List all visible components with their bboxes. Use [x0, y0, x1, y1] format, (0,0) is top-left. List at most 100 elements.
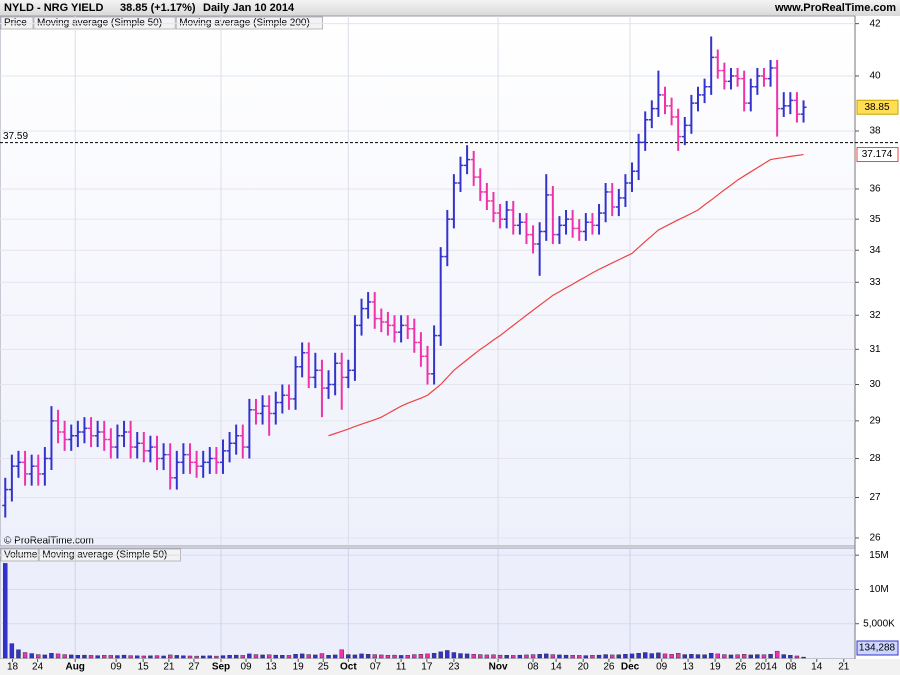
volume-bar	[108, 655, 114, 659]
x-tick-label: 21	[838, 662, 850, 673]
x-tick-label: 09	[111, 662, 123, 673]
x-tick-label: Dec	[621, 662, 640, 673]
x-tick-label: 08	[785, 662, 797, 673]
volume-bar	[550, 654, 556, 659]
volume-bar	[748, 654, 753, 659]
volume-bar	[478, 654, 483, 659]
x-tick-label: 21	[163, 662, 175, 673]
volume-bar	[629, 653, 635, 659]
volume-bar	[577, 655, 582, 659]
y-tick-label: 34	[869, 245, 881, 256]
volume-bar	[154, 655, 160, 659]
volume-bar	[524, 654, 529, 659]
volume-bar	[359, 653, 364, 659]
volume-bar	[352, 654, 358, 659]
volume-bar	[471, 654, 476, 659]
volume-bar	[656, 652, 661, 659]
y-tick-label: 26	[869, 533, 881, 544]
x-tick-label: Aug	[65, 662, 84, 673]
volume-bar	[102, 655, 107, 659]
volume-bar	[16, 649, 21, 659]
y-tick-label: 28	[869, 453, 881, 464]
volume-panel	[0, 547, 856, 660]
volume-bar	[497, 654, 503, 659]
y-tick-label: 31	[869, 344, 881, 355]
volume-bar	[9, 643, 15, 659]
volume-bar	[438, 651, 443, 659]
x-tick-label: 07	[370, 662, 382, 673]
legend-box	[33, 16, 176, 30]
volume-bar	[214, 655, 219, 659]
volume-bar	[372, 654, 377, 659]
volume-bar	[293, 654, 298, 659]
volume-bar	[313, 654, 318, 659]
volume-bar	[326, 655, 331, 659]
volume-bar	[3, 563, 8, 659]
volume-bar	[95, 655, 100, 659]
volume-bar	[233, 654, 239, 659]
volume-bar	[768, 654, 773, 659]
volume-bar	[781, 654, 786, 659]
volume-bar	[392, 654, 397, 659]
volume-bar	[563, 654, 569, 659]
volume-bar	[299, 653, 305, 659]
x-tick-label: 27	[188, 662, 200, 673]
volume-bar	[794, 655, 800, 659]
volume-bar	[583, 655, 589, 659]
volume-bar	[708, 653, 714, 659]
x-tick-label: 17	[421, 662, 433, 673]
y-tick-label: 38	[869, 126, 881, 137]
volume-bar	[735, 654, 740, 659]
x-tick-label: 19	[710, 662, 722, 673]
volume-bar	[610, 654, 615, 659]
volume-bar	[511, 655, 516, 659]
volume-bar	[174, 655, 180, 659]
volume-bar	[596, 654, 602, 659]
volume-bar	[82, 654, 87, 659]
volume-bar	[649, 653, 655, 659]
y-tick-label: 29	[869, 415, 881, 426]
y-tick-label: 36	[869, 184, 881, 195]
volume-bar	[194, 655, 199, 659]
volume-bar	[306, 654, 311, 659]
volume-bar	[332, 654, 338, 659]
volume-y-tick-label: 15M	[869, 550, 888, 561]
volume-bar	[207, 655, 212, 659]
x-tick-label: 13	[683, 662, 695, 673]
volume-value-label: 134,288	[859, 643, 896, 654]
volume-bar	[398, 655, 404, 659]
volume-bar	[774, 650, 780, 659]
x-tick-label: Sep	[212, 662, 230, 673]
volume-bar	[161, 655, 166, 659]
volume-bar	[761, 654, 767, 659]
volume-bar	[253, 654, 259, 659]
x-tick-label: 13	[266, 662, 278, 673]
header-bar	[0, 0, 900, 16]
volume-bar	[544, 653, 549, 659]
volume-bar	[385, 655, 391, 659]
volume-bar	[669, 654, 674, 659]
volume-bar	[570, 655, 575, 659]
volume-bar	[755, 654, 760, 659]
volume-bar	[220, 655, 226, 659]
volume-bar	[379, 654, 384, 659]
volume-bar	[339, 649, 344, 659]
header-symbol: NYLD - NRG YIELD	[4, 2, 103, 14]
x-tick-label: 24	[32, 662, 44, 673]
volume-bar	[260, 654, 265, 659]
volume-bar	[247, 653, 252, 659]
y-tick-label: 42	[869, 18, 881, 29]
volume-bar	[29, 653, 34, 659]
volume-bar	[722, 654, 727, 659]
volume-bar	[49, 653, 54, 659]
volume-bar	[36, 654, 41, 659]
volume-bar	[69, 654, 74, 659]
volume-bar	[148, 655, 153, 659]
volume-bar	[22, 652, 28, 659]
volume-bar	[695, 654, 701, 659]
volume-bar	[728, 654, 734, 659]
volume-bar	[280, 655, 285, 659]
volume-bar	[616, 654, 622, 659]
